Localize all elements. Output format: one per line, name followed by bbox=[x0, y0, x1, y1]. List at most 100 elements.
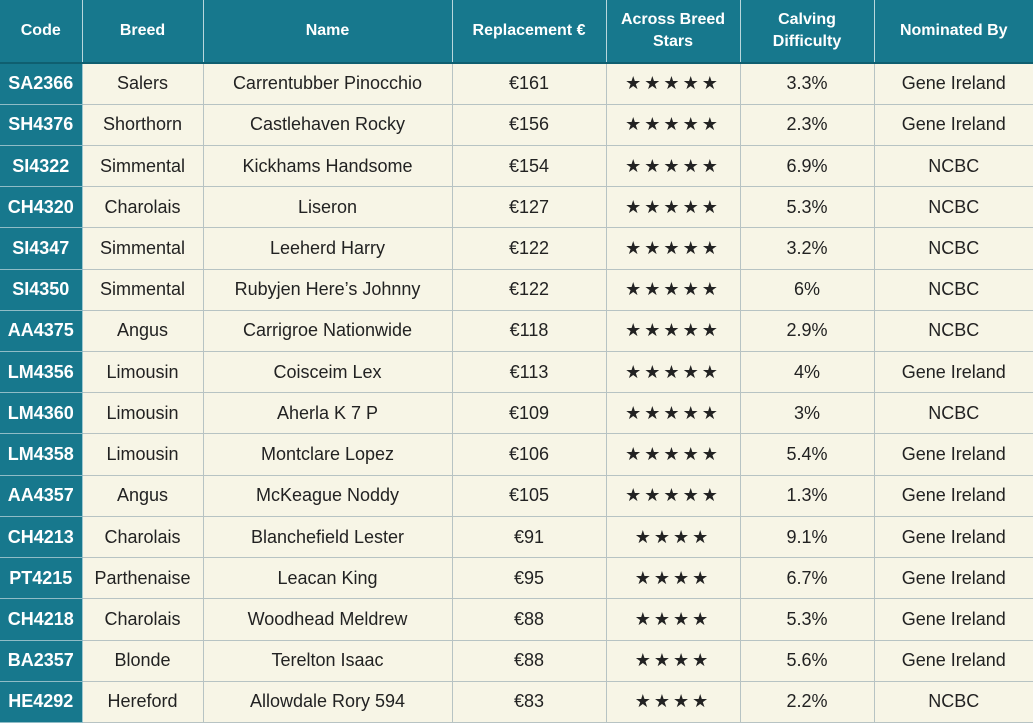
replacement-cell: €105 bbox=[452, 475, 607, 517]
breed-cell: Limousin bbox=[82, 392, 204, 435]
code-cell: AA4375 bbox=[0, 310, 83, 353]
code-cell: SH4376 bbox=[0, 104, 83, 146]
header-name: Name bbox=[203, 0, 453, 64]
code-cell: CH4213 bbox=[0, 516, 83, 559]
nominated-cell: Gene Ireland bbox=[874, 433, 1033, 476]
breed-cell: Limousin bbox=[82, 433, 204, 476]
name-cell: Woodhead Meldrew bbox=[203, 598, 453, 641]
table-row: BA2357 Blonde Terelton Isaac €88 ★★★★ 5.6% Gen… bbox=[0, 640, 1033, 682]
table-row: AA4375 Angus Carrigroe Nationwide €118 ★★★★★… bbox=[0, 310, 1033, 353]
stars-cell: ★★★★★ bbox=[606, 351, 741, 394]
nominated-cell: NCBC bbox=[874, 186, 1033, 229]
header-calving: Calving Difficulty bbox=[740, 0, 875, 64]
replacement-cell: €109 bbox=[452, 392, 607, 435]
breed-cell: Simmental bbox=[82, 145, 204, 188]
code-cell: SI4322 bbox=[0, 145, 83, 188]
replacement-cell: €88 bbox=[452, 640, 607, 682]
stars-cell: ★★★★★ bbox=[606, 104, 741, 146]
name-cell: Carrentubber Pinocchio bbox=[203, 63, 453, 105]
calving-cell: 5.3% bbox=[740, 598, 875, 641]
name-cell: Kickhams Handsome bbox=[203, 145, 453, 188]
table-row: HE4292 Hereford Allowdale Rory 594 €83 ★★★★ 2… bbox=[0, 681, 1033, 723]
nominated-cell: NCBC bbox=[874, 145, 1033, 188]
breed-cell: Simmental bbox=[82, 269, 204, 311]
nominated-cell: Gene Ireland bbox=[874, 104, 1033, 146]
code-cell: LM4358 bbox=[0, 433, 83, 476]
replacement-cell: €88 bbox=[452, 598, 607, 641]
nominated-cell: NCBC bbox=[874, 310, 1033, 353]
breed-cell: Charolais bbox=[82, 186, 204, 229]
calving-cell: 1.3% bbox=[740, 475, 875, 517]
table-body: SA2366 Salers Carrentubber Pinocchio €161 ★★… bbox=[0, 63, 1033, 723]
replacement-cell: €106 bbox=[452, 433, 607, 476]
table-row: SA2366 Salers Carrentubber Pinocchio €161 ★★… bbox=[0, 63, 1033, 105]
nominated-cell: NCBC bbox=[874, 681, 1033, 723]
code-cell: SI4350 bbox=[0, 269, 83, 311]
header-stars: Across Breed Stars bbox=[606, 0, 741, 64]
name-cell: Coisceim Lex bbox=[203, 351, 453, 394]
nominated-cell: Gene Ireland bbox=[874, 598, 1033, 641]
table-row: LM4356 Limousin Coisceim Lex €113 ★★★★★ 4% Gen… bbox=[0, 351, 1033, 394]
name-cell: Allowdale Rory 594 bbox=[203, 681, 453, 723]
breed-cell: Shorthorn bbox=[82, 104, 204, 146]
table-row: CH4218 Charolais Woodhead Meldrew €88 ★★★★ 5.… bbox=[0, 598, 1033, 641]
stars-cell: ★★★★★ bbox=[606, 227, 741, 270]
header-replacement: Replacement € bbox=[452, 0, 607, 64]
code-cell: BA2357 bbox=[0, 640, 83, 682]
replacement-cell: €127 bbox=[452, 186, 607, 229]
name-cell: Blanchefield Lester bbox=[203, 516, 453, 559]
replacement-cell: €95 bbox=[452, 557, 607, 600]
stars-cell: ★★★★★ bbox=[606, 392, 741, 435]
breed-cell: Charolais bbox=[82, 598, 204, 641]
calving-cell: 2.3% bbox=[740, 104, 875, 146]
calving-cell: 9.1% bbox=[740, 516, 875, 559]
replacement-cell: €156 bbox=[452, 104, 607, 146]
calving-cell: 3.3% bbox=[740, 63, 875, 105]
replacement-cell: €113 bbox=[452, 351, 607, 394]
stars-cell: ★★★★★ bbox=[606, 269, 741, 311]
table-row: SI4350 Simmental Rubyjen Here’s Johnny €122… bbox=[0, 269, 1033, 311]
replacement-cell: €161 bbox=[452, 63, 607, 105]
breed-cell: Limousin bbox=[82, 351, 204, 394]
stars-cell: ★★★★ bbox=[606, 640, 741, 682]
code-cell: AA4357 bbox=[0, 475, 83, 517]
nominated-cell: Gene Ireland bbox=[874, 516, 1033, 559]
code-cell: SI4347 bbox=[0, 227, 83, 270]
table-row: SH4376 Shorthorn Castlehaven Rocky €156 ★★★★… bbox=[0, 104, 1033, 146]
calving-cell: 5.6% bbox=[740, 640, 875, 682]
stars-cell: ★★★★ bbox=[606, 598, 741, 641]
name-cell: Leeherd Harry bbox=[203, 227, 453, 270]
header-code: Code bbox=[0, 0, 83, 64]
stars-cell: ★★★★★ bbox=[606, 145, 741, 188]
name-cell: Leacan King bbox=[203, 557, 453, 600]
nominated-cell: NCBC bbox=[874, 392, 1033, 435]
calving-cell: 6% bbox=[740, 269, 875, 311]
name-cell: McKeague Noddy bbox=[203, 475, 453, 517]
nominated-cell: Gene Ireland bbox=[874, 63, 1033, 105]
nominated-cell: NCBC bbox=[874, 269, 1033, 311]
code-cell: CH4320 bbox=[0, 186, 83, 229]
breed-cell: Simmental bbox=[82, 227, 204, 270]
table-row: AA4357 Angus McKeague Noddy €105 ★★★★★ 1.3% Ge… bbox=[0, 475, 1033, 517]
table-row: LM4360 Limousin Aherla K 7 P €109 ★★★★★ 3% NCB… bbox=[0, 392, 1033, 435]
replacement-cell: €154 bbox=[452, 145, 607, 188]
breed-cell: Hereford bbox=[82, 681, 204, 723]
code-cell: CH4218 bbox=[0, 598, 83, 641]
table-header: Code Breed Name Replacement € Across Bre… bbox=[0, 0, 1033, 64]
breed-cell: Parthenaise bbox=[82, 557, 204, 600]
stars-cell: ★★★★ bbox=[606, 516, 741, 559]
table-row: PT4215 Parthenaise Leacan King €95 ★★★★ 6.7% G… bbox=[0, 557, 1033, 600]
code-cell: LM4360 bbox=[0, 392, 83, 435]
header-nominated: Nominated By bbox=[874, 0, 1033, 64]
breed-cell: Salers bbox=[82, 63, 204, 105]
calving-cell: 6.7% bbox=[740, 557, 875, 600]
calving-cell: 3% bbox=[740, 392, 875, 435]
nominated-cell: Gene Ireland bbox=[874, 475, 1033, 517]
calving-cell: 4% bbox=[740, 351, 875, 394]
stars-cell: ★★★★★ bbox=[606, 63, 741, 105]
calving-cell: 2.9% bbox=[740, 310, 875, 353]
nominated-cell: NCBC bbox=[874, 227, 1033, 270]
stars-cell: ★★★★★ bbox=[606, 186, 741, 229]
code-cell: HE4292 bbox=[0, 681, 83, 723]
